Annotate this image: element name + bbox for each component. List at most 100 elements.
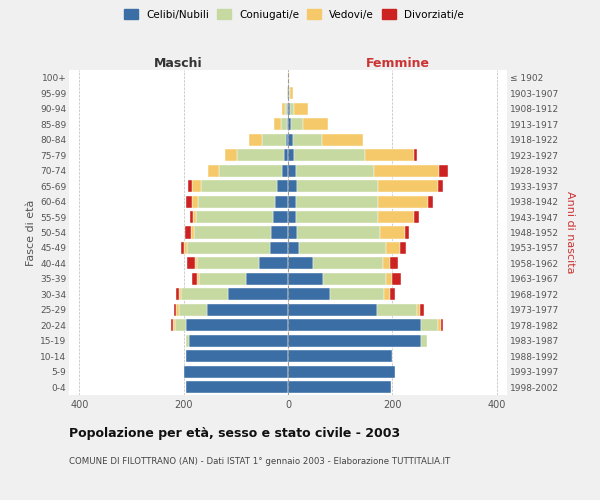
Text: Femmine: Femmine bbox=[365, 57, 430, 70]
Bar bbox=[207, 304, 288, 316]
Bar bbox=[405, 226, 409, 238]
Bar bbox=[170, 320, 173, 332]
Bar bbox=[184, 242, 187, 254]
Bar bbox=[226, 149, 237, 161]
Bar bbox=[282, 164, 288, 176]
Bar bbox=[285, 102, 287, 115]
Bar bbox=[378, 211, 413, 223]
Bar bbox=[414, 149, 418, 161]
Bar bbox=[288, 226, 298, 238]
Bar bbox=[175, 320, 187, 332]
Bar bbox=[259, 258, 288, 270]
Bar bbox=[418, 304, 421, 316]
Bar bbox=[281, 118, 287, 130]
Bar bbox=[294, 149, 365, 161]
Bar bbox=[194, 258, 197, 270]
Bar bbox=[187, 350, 288, 362]
Bar bbox=[298, 226, 380, 238]
Bar bbox=[187, 242, 270, 254]
Bar bbox=[313, 258, 383, 270]
Bar bbox=[288, 118, 291, 130]
Y-axis label: Fasce di età: Fasce di età bbox=[26, 200, 36, 266]
Bar bbox=[288, 288, 330, 300]
Bar bbox=[187, 320, 288, 332]
Y-axis label: Anni di nascita: Anni di nascita bbox=[565, 191, 575, 274]
Bar bbox=[190, 211, 193, 223]
Bar bbox=[199, 273, 246, 285]
Bar bbox=[288, 196, 296, 207]
Text: Popolazione per età, sesso e stato civile - 2003: Popolazione per età, sesso e stato civil… bbox=[69, 428, 400, 440]
Bar bbox=[378, 196, 428, 207]
Bar bbox=[271, 226, 288, 238]
Bar bbox=[389, 258, 398, 270]
Bar bbox=[293, 134, 322, 145]
Bar bbox=[289, 87, 290, 100]
Bar bbox=[284, 149, 288, 161]
Bar bbox=[288, 366, 395, 378]
Bar bbox=[421, 320, 437, 332]
Bar bbox=[288, 149, 294, 161]
Bar bbox=[322, 134, 362, 145]
Bar bbox=[400, 242, 406, 254]
Bar bbox=[428, 196, 433, 207]
Bar bbox=[176, 288, 179, 300]
Bar bbox=[192, 273, 197, 285]
Bar bbox=[302, 118, 328, 130]
Bar bbox=[198, 196, 275, 207]
Bar bbox=[237, 149, 284, 161]
Bar bbox=[288, 72, 289, 84]
Bar bbox=[288, 242, 299, 254]
Bar bbox=[421, 335, 427, 347]
Bar bbox=[184, 366, 288, 378]
Bar bbox=[291, 118, 302, 130]
Bar bbox=[378, 180, 438, 192]
Bar bbox=[191, 180, 201, 192]
Legend: Celibi/Nubili, Coniugati/e, Vedovi/e, Divorziati/e: Celibi/Nubili, Coniugati/e, Vedovi/e, Di… bbox=[120, 5, 468, 24]
Bar bbox=[296, 196, 378, 207]
Bar bbox=[365, 149, 414, 161]
Bar bbox=[437, 320, 441, 332]
Text: Maschi: Maschi bbox=[154, 57, 203, 70]
Bar bbox=[377, 304, 418, 316]
Bar bbox=[173, 320, 175, 332]
Bar bbox=[374, 164, 439, 176]
Bar bbox=[246, 273, 288, 285]
Bar bbox=[290, 87, 293, 100]
Bar bbox=[187, 258, 194, 270]
Bar bbox=[288, 320, 421, 332]
Bar bbox=[385, 288, 389, 300]
Bar bbox=[439, 164, 448, 176]
Bar bbox=[386, 273, 392, 285]
Bar bbox=[196, 211, 274, 223]
Bar bbox=[299, 242, 386, 254]
Bar bbox=[287, 118, 288, 130]
Bar bbox=[288, 134, 293, 145]
Bar bbox=[288, 180, 298, 192]
Bar bbox=[193, 211, 196, 223]
Bar bbox=[296, 211, 378, 223]
Bar bbox=[181, 242, 184, 254]
Bar bbox=[288, 211, 296, 223]
Bar bbox=[323, 273, 386, 285]
Bar bbox=[277, 180, 288, 192]
Bar bbox=[228, 288, 288, 300]
Bar bbox=[288, 164, 296, 176]
Bar bbox=[219, 164, 282, 176]
Bar bbox=[290, 102, 294, 115]
Text: COMUNE DI FILOTTRANO (AN) - Dati ISTAT 1° gennaio 2003 - Elaborazione TUTTITALIA: COMUNE DI FILOTTRANO (AN) - Dati ISTAT 1… bbox=[69, 458, 450, 466]
Bar bbox=[274, 118, 281, 130]
Bar bbox=[288, 381, 391, 394]
Bar bbox=[288, 304, 377, 316]
Bar bbox=[286, 134, 288, 145]
Bar bbox=[288, 273, 323, 285]
Bar bbox=[262, 134, 286, 145]
Bar bbox=[187, 196, 191, 207]
Bar bbox=[250, 134, 262, 145]
Bar bbox=[189, 335, 288, 347]
Bar bbox=[288, 102, 290, 115]
Bar bbox=[274, 211, 288, 223]
Bar bbox=[413, 211, 419, 223]
Bar bbox=[275, 196, 288, 207]
Bar bbox=[288, 335, 421, 347]
Bar bbox=[185, 226, 191, 238]
